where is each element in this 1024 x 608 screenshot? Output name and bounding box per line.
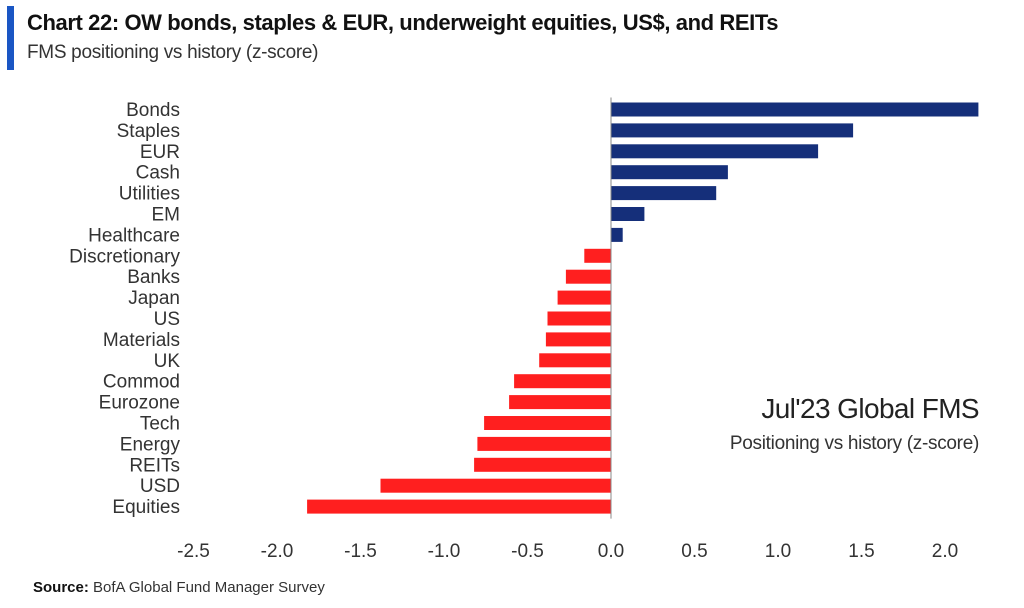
bar-japan <box>557 290 611 305</box>
bar-eurozone <box>509 395 611 410</box>
category-label: Utilities <box>119 184 180 205</box>
bar-uk <box>539 353 611 368</box>
bar-healthcare <box>611 227 623 242</box>
bar-tech <box>484 416 611 430</box>
bar-discretionary <box>584 248 611 263</box>
bar-banks <box>565 269 611 284</box>
source-text: BofA Global Fund Manager Survey <box>93 579 325 596</box>
bar-staples <box>611 123 854 138</box>
category-label: USD <box>140 476 180 497</box>
x-tick-label: -2.0 <box>261 541 294 562</box>
bar-eur <box>611 144 819 159</box>
category-label: Tech <box>140 414 180 435</box>
bar-materials <box>545 332 611 347</box>
bar-bonds <box>611 102 979 117</box>
category-label: Cash <box>136 163 180 184</box>
chart-subtitle: FMS positioning vs history (z-score) <box>27 42 319 63</box>
bar-reits <box>474 457 611 472</box>
category-label: REITs <box>129 455 180 476</box>
x-tick-label: -2.5 <box>177 541 210 562</box>
bar-em <box>611 207 645 221</box>
x-tick-label: 2.0 <box>932 541 958 562</box>
category-label: EUR <box>140 142 180 163</box>
bar-us <box>547 311 611 326</box>
annotation-subtitle: Positioning vs history (z-score) <box>729 433 979 454</box>
x-tick-label: -0.5 <box>511 541 544 562</box>
bar-usd <box>380 478 611 493</box>
bar-utilities <box>611 186 717 201</box>
category-label: Japan <box>128 288 180 309</box>
category-label: Equities <box>112 497 180 518</box>
category-label: UK <box>154 351 181 372</box>
bar-equities <box>307 499 611 514</box>
bar-cash <box>611 165 728 180</box>
category-label: Energy <box>120 434 181 455</box>
chart-title: Chart 22: OW bonds, staples & EUR, under… <box>27 10 779 35</box>
x-tick-label: 0.0 <box>598 541 624 562</box>
x-tick-label: 1.5 <box>848 541 874 562</box>
x-tick-label: 1.0 <box>765 541 791 562</box>
title-accent-bar <box>7 6 14 70</box>
category-label: EM <box>152 205 181 226</box>
bar-commod <box>514 374 611 389</box>
category-label: Eurozone <box>99 393 180 414</box>
category-label: Commod <box>103 372 180 393</box>
bar-energy <box>477 436 611 451</box>
category-label: Discretionary <box>69 246 180 267</box>
category-label: Staples <box>117 121 180 142</box>
x-tick-label: 0.5 <box>681 541 707 562</box>
source-label: Source: <box>33 579 89 596</box>
category-label: Materials <box>103 330 180 351</box>
category-label: Healthcare <box>88 225 180 246</box>
source-note: Source: BofA Global Fund Manager Survey <box>33 579 325 596</box>
x-tick-label: -1.5 <box>344 541 377 562</box>
x-tick-label: -1.0 <box>428 541 461 562</box>
annotation-title: Jul'23 Global FMS <box>761 393 979 424</box>
category-label: Bonds <box>126 100 180 121</box>
category-label: US <box>154 309 180 330</box>
category-label: Banks <box>127 267 180 288</box>
